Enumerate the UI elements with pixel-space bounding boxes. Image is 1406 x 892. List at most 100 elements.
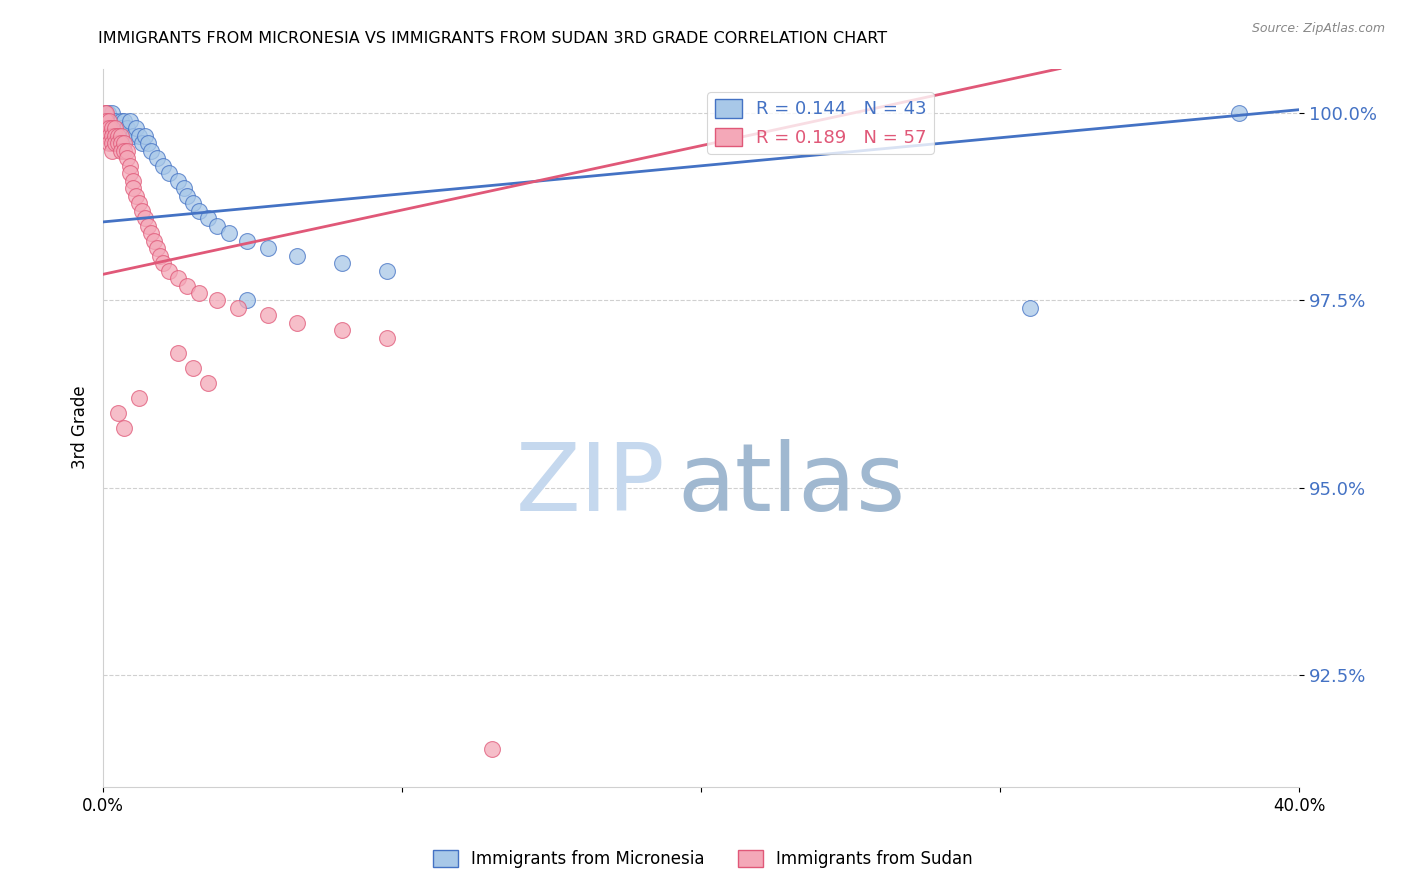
Point xyxy=(110,114,132,128)
Point xyxy=(118,166,141,180)
Point xyxy=(330,323,353,337)
Point xyxy=(167,174,190,188)
Point xyxy=(98,136,121,151)
Point xyxy=(98,128,121,143)
Point xyxy=(107,128,129,143)
Point xyxy=(98,121,121,136)
Point xyxy=(181,360,204,375)
Point xyxy=(115,144,138,158)
Point xyxy=(134,128,156,143)
Point xyxy=(96,121,118,136)
Point xyxy=(110,136,132,151)
Point xyxy=(110,128,132,143)
Point xyxy=(110,121,132,136)
Text: Source: ZipAtlas.com: Source: ZipAtlas.com xyxy=(1251,22,1385,36)
Text: IMMIGRANTS FROM MICRONESIA VS IMMIGRANTS FROM SUDAN 3RD GRADE CORRELATION CHART: IMMIGRANTS FROM MICRONESIA VS IMMIGRANTS… xyxy=(98,31,887,46)
Point xyxy=(139,144,162,158)
Text: atlas: atlas xyxy=(678,439,905,531)
Point xyxy=(205,219,228,233)
Point xyxy=(112,114,135,128)
Point xyxy=(146,241,169,255)
Point xyxy=(97,106,120,120)
Point xyxy=(146,151,169,165)
Point xyxy=(481,742,503,756)
Point xyxy=(94,128,117,143)
Point xyxy=(101,128,124,143)
Point xyxy=(128,391,150,405)
Point xyxy=(143,234,166,248)
Point xyxy=(94,114,117,128)
Point xyxy=(107,121,129,136)
Point xyxy=(152,159,174,173)
Point xyxy=(94,114,117,128)
Point xyxy=(139,226,162,240)
Point xyxy=(1229,106,1251,120)
Point xyxy=(167,271,190,285)
Legend: Immigrants from Micronesia, Immigrants from Sudan: Immigrants from Micronesia, Immigrants f… xyxy=(426,843,980,875)
Point xyxy=(149,249,172,263)
Point xyxy=(112,144,135,158)
Point xyxy=(98,114,121,128)
Point xyxy=(112,128,135,143)
Point xyxy=(131,203,153,218)
Point xyxy=(122,128,145,143)
Point xyxy=(104,121,127,136)
Point xyxy=(104,114,127,128)
Point xyxy=(287,249,309,263)
Point xyxy=(134,211,156,226)
Point xyxy=(107,406,129,420)
Point xyxy=(226,301,249,315)
Point xyxy=(235,293,257,308)
Point xyxy=(1019,301,1042,315)
Point xyxy=(110,144,132,158)
Point xyxy=(104,128,127,143)
Point xyxy=(187,203,209,218)
Point xyxy=(181,196,204,211)
Point xyxy=(125,188,148,202)
Point xyxy=(125,121,148,136)
Point xyxy=(104,136,127,151)
Point xyxy=(94,114,117,128)
Point xyxy=(94,106,117,120)
Point xyxy=(115,121,138,136)
Point xyxy=(173,181,195,195)
Point xyxy=(118,159,141,173)
Point xyxy=(197,211,219,226)
Point xyxy=(187,285,209,300)
Point xyxy=(176,188,198,202)
Point xyxy=(375,263,398,277)
Point xyxy=(218,226,240,240)
Point xyxy=(157,166,180,180)
Point xyxy=(112,420,135,434)
Point xyxy=(118,114,141,128)
Point xyxy=(101,106,124,120)
Point xyxy=(93,106,115,120)
Point xyxy=(136,219,159,233)
Point xyxy=(112,136,135,151)
Point xyxy=(375,331,398,345)
Point xyxy=(330,256,353,270)
Point xyxy=(98,128,121,143)
Point xyxy=(94,121,117,136)
Point xyxy=(136,136,159,151)
Legend: R = 0.144   N = 43, R = 0.189   N = 57: R = 0.144 N = 43, R = 0.189 N = 57 xyxy=(707,92,934,154)
Point xyxy=(128,196,150,211)
Point xyxy=(287,316,309,330)
Point xyxy=(107,128,129,143)
Point xyxy=(104,121,127,136)
Point xyxy=(235,234,257,248)
Point xyxy=(152,256,174,270)
Point xyxy=(115,151,138,165)
Point xyxy=(128,128,150,143)
Point xyxy=(101,121,124,136)
Point xyxy=(157,263,180,277)
Point xyxy=(98,114,121,128)
Point xyxy=(197,376,219,390)
Point xyxy=(256,309,278,323)
Point xyxy=(167,346,190,360)
Point xyxy=(205,293,228,308)
Y-axis label: 3rd Grade: 3rd Grade xyxy=(72,386,89,469)
Point xyxy=(131,136,153,151)
Text: ZIP: ZIP xyxy=(516,439,665,531)
Point xyxy=(101,114,124,128)
